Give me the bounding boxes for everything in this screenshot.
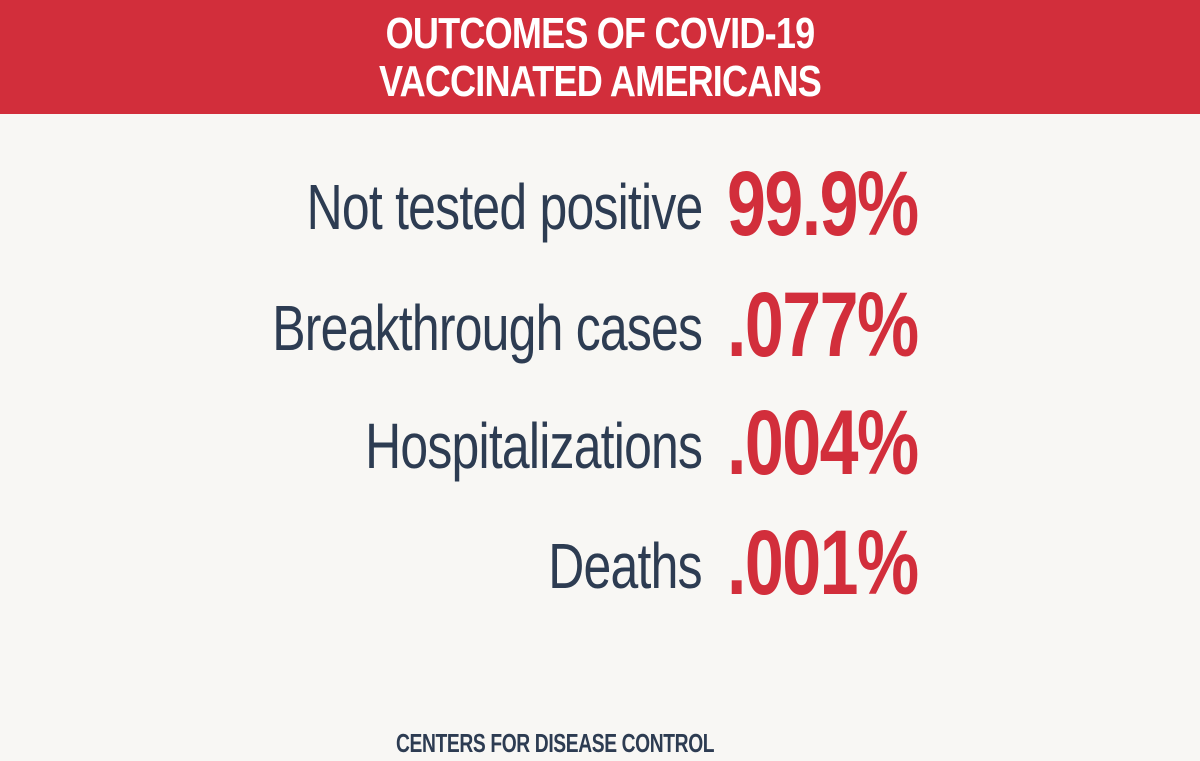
- stat-row-hospitalizations: Hospitalizations .004%: [0, 385, 1200, 495]
- page-title: OUTCOMES OF COVID-19 VACCINATED AMERICAN…: [108, 10, 1092, 106]
- stat-label: Not tested positive: [306, 171, 703, 243]
- stat-row-deaths: Deaths .001%: [0, 505, 1200, 615]
- stat-value: .004%: [727, 392, 919, 494]
- stat-row-breakthrough-cases: Breakthrough cases .077%: [0, 267, 1200, 377]
- stat-value: .077%: [727, 274, 919, 376]
- stat-row-not-tested-positive: Not tested positive 99.9%: [0, 146, 1200, 256]
- title-line-1: OUTCOMES OF COVID-19: [385, 9, 815, 58]
- stat-label: Hospitalizations: [364, 410, 703, 482]
- stat-value: .001%: [727, 512, 919, 614]
- title-banner: OUTCOMES OF COVID-19 VACCINATED AMERICAN…: [0, 0, 1200, 114]
- title-line-2: VACCINATED AMERICANS: [379, 57, 822, 106]
- source-credit: CENTERS FOR DISEASE CONTROL: [396, 728, 715, 758]
- stat-label: Deaths: [548, 530, 703, 602]
- stat-value: 99.9%: [727, 153, 919, 255]
- stat-label: Breakthrough cases: [272, 292, 703, 364]
